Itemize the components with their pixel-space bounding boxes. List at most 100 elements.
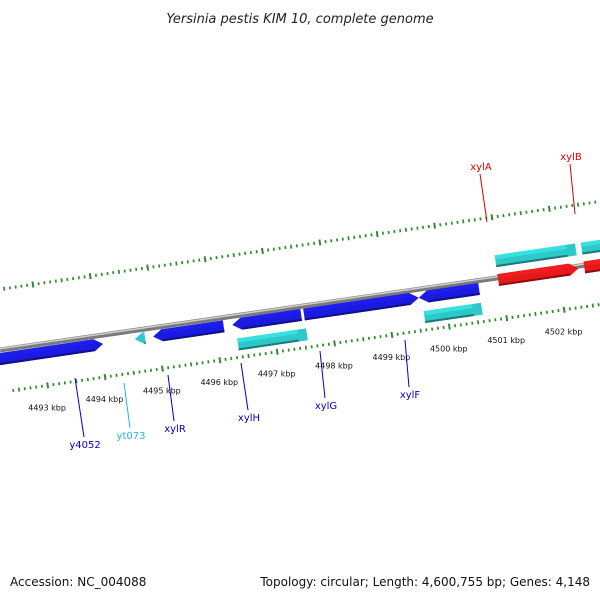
tick-label: 4494 kbp	[86, 395, 124, 404]
inner-tick	[264, 351, 267, 356]
inner-tick	[534, 311, 537, 317]
gene-label-xylA[interactable]: xylA	[470, 162, 492, 173]
outer-tick	[375, 230, 379, 238]
inner-tick	[356, 338, 359, 342]
gene-label-xylH[interactable]: xylH	[238, 413, 260, 424]
inner-tick	[247, 353, 250, 359]
outer-tick	[249, 250, 253, 255]
tick-label: 4493 kbp	[28, 403, 66, 412]
inner-tick	[189, 362, 193, 367]
gene-xylF[interactable]	[418, 282, 480, 304]
inner-tick	[362, 337, 365, 342]
inner-tick	[459, 323, 462, 327]
inner-tick	[402, 331, 405, 335]
leader-line-xylG	[319, 350, 326, 399]
tick-label: 4495 kbp	[143, 387, 181, 396]
outer-tick	[307, 242, 310, 246]
outer-tick-track	[3, 199, 600, 291]
outer-tick	[261, 247, 264, 254]
leader-line-y4052	[74, 377, 85, 438]
inner-tick	[46, 382, 50, 389]
gene-xylF-shadow	[428, 292, 480, 303]
map-title: Yersinia pestis KIM 10, complete genome	[166, 12, 433, 27]
outer-tick	[433, 222, 436, 229]
gene-xylH[interactable]	[231, 308, 303, 331]
gene-y4052[interactable]	[0, 338, 104, 367]
inner-tick	[86, 377, 89, 382]
outer-tick	[117, 269, 121, 275]
gene-xylR-highlight	[161, 320, 224, 334]
outer-tick	[399, 229, 402, 233]
tick-label: 4498 kbp	[315, 361, 353, 370]
gene-label-xylB[interactable]: xylB	[560, 152, 582, 163]
outer-tick	[324, 239, 327, 244]
gene-xylH-highlight	[240, 308, 301, 322]
leader-line-xylA	[479, 173, 488, 223]
leader-line-xylR	[167, 374, 175, 422]
gene-xylF-box[interactable]	[423, 302, 483, 324]
inner-tick	[275, 348, 279, 355]
outer-tick	[295, 244, 298, 248]
gene-xylG[interactable]	[303, 292, 420, 321]
inner-tick	[75, 379, 78, 384]
gene-xylF-shape	[418, 282, 480, 303]
gene-label-xylR[interactable]: xylR	[164, 424, 186, 435]
outer-tick	[427, 224, 430, 229]
gene-xylF-box-shadow	[425, 313, 474, 324]
gene-xylH-shape	[232, 308, 303, 330]
gene-xylA-box-shape	[494, 243, 577, 268]
outer-tick	[88, 272, 92, 280]
outer-tick	[381, 231, 385, 235]
outer-tick	[232, 252, 235, 258]
gene-xylA-box-shadow	[496, 254, 568, 268]
outer-tick	[502, 213, 505, 218]
inner-tick	[488, 319, 491, 323]
inner-tick	[333, 340, 336, 347]
inner-tick	[299, 346, 302, 351]
outer-tick	[278, 246, 281, 250]
gene-xylA-box-highlight	[494, 244, 567, 260]
gene-label-xylF[interactable]: xylF	[400, 390, 421, 401]
outer-tick	[175, 261, 178, 266]
inner-tick	[580, 305, 583, 309]
inner-tick	[235, 356, 239, 360]
tick-label: 4501 kbp	[487, 336, 525, 345]
outer-tick	[146, 264, 150, 271]
inner-tick	[218, 357, 222, 364]
gene-xylR[interactable]	[152, 320, 225, 342]
outer-tick	[26, 283, 29, 287]
inner-tick	[562, 306, 566, 313]
gene-xylA-box[interactable]	[494, 243, 577, 268]
gene-yt073-shape	[134, 331, 146, 344]
outer-tick	[83, 275, 86, 279]
inner-tick	[310, 345, 313, 349]
gene-xylH-box-shape	[237, 328, 308, 351]
outer-tick	[456, 220, 459, 224]
gene-xylH-box[interactable]	[237, 328, 308, 351]
gene-label-y4052[interactable]: y4052	[69, 440, 100, 451]
outer-tick	[370, 233, 373, 237]
gene-label-yt073[interactable]: yt073	[117, 431, 146, 442]
outer-tick	[289, 244, 293, 249]
leader-line-xylB	[569, 163, 576, 215]
inner-tick	[447, 323, 451, 330]
gene-label-xylG[interactable]: xylG	[315, 401, 337, 412]
leader-line-xylF	[404, 339, 410, 388]
inner-tick	[132, 370, 135, 375]
gene-xylH-shadow	[241, 318, 303, 330]
gene-xylB-box[interactable]	[580, 226, 600, 255]
inner-tick	[207, 360, 210, 364]
inner-tick	[224, 357, 227, 361]
gene-yt073[interactable]	[134, 331, 146, 345]
scale-labels: 4493 kbp 4494 kbp 4495 kbp 4496 kbp 4497 kbp…	[28, 328, 582, 413]
gene-labels: y4052 yt073 xylR xylH xylG xylF xylA xylB	[69, 152, 582, 451]
outer-tick	[221, 255, 224, 259]
inner-tick	[591, 303, 594, 308]
accession-text: Accession: NC_004088	[10, 575, 146, 589]
outer-tick	[335, 238, 339, 242]
gene-xylA[interactable]	[497, 262, 579, 286]
inner-tick	[431, 327, 434, 331]
gene-y4052-highlight	[0, 339, 94, 359]
gene-xylH-box-shadow	[238, 339, 299, 351]
